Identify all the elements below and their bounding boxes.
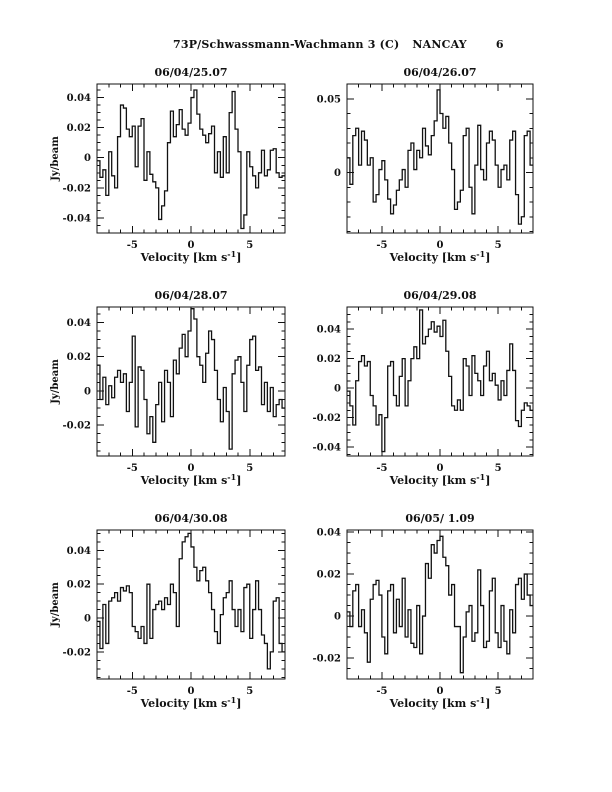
x-tick-label: -5	[127, 686, 138, 697]
x-tick-label: 0	[437, 686, 444, 697]
plot-frame	[96, 529, 286, 680]
plot-frame	[346, 529, 534, 680]
y-tick-label: 0.02	[67, 580, 91, 591]
spectrum-panel-3: -5 0 5 0.04 0.02 0 -0.02 06/04/28.07 Velocity [k…	[50, 289, 286, 487]
figure-header: 73P/Schwassmann-Wachmann 3 (C) NANCAY 6	[173, 38, 504, 51]
y-tick-label: 0	[84, 386, 91, 397]
y-tick-label: 0	[84, 614, 91, 625]
spectrum-panel-6: -5 0 5 0.04 0.02 0 -0.02 06/05/ 1.09 Velocity [k…	[312, 512, 534, 710]
spectrum-panel-1: -5 0 5 0.04 0.02 0 -0.02 -0.04 06/04/25.07 Veloci…	[50, 66, 286, 264]
page-number: 6	[495, 38, 504, 51]
panel-title: 06/04/25.07	[154, 66, 227, 79]
spectrum-trace	[347, 535, 533, 674]
spectrum-trace	[97, 89, 285, 230]
y-tick-label: 0.04	[67, 318, 91, 329]
y-tick-label: 0.02	[317, 354, 341, 365]
x-tick-label: 5	[495, 463, 502, 474]
spectrum-panel-5: -5 0 5 0.04 0.02 0 -0.02 06/04/30.08 Velocity [k…	[50, 512, 286, 710]
spectrum-trace	[97, 308, 285, 450]
x-tick-label: -5	[127, 463, 138, 474]
y-axis-label: Jy/beam	[50, 359, 61, 405]
x-tick-label: 0	[437, 240, 444, 251]
x-tick-label: 5	[495, 686, 502, 697]
y-axis-label: Jy/beam	[50, 582, 61, 628]
y-tick-label: 0	[84, 153, 91, 164]
y-tick-label: 0	[334, 384, 341, 395]
x-tick-label: 5	[246, 240, 253, 251]
x-tick-label: 0	[437, 463, 444, 474]
panel-title: 06/04/28.07	[154, 289, 227, 302]
y-tick-label: -0.04	[312, 443, 341, 454]
spectrum-panel-2: -5 0 5 0.05 0 06/04/26.07 Velocity [km s-1]	[317, 66, 534, 264]
y-tick-label: 0.05	[317, 94, 341, 105]
y-tick-label: 0.04	[67, 93, 91, 104]
x-tick-label: 0	[188, 686, 195, 697]
y-tick-label: -0.02	[62, 647, 91, 658]
object-name: 73P/Schwassmann-Wachmann 3 (C)	[173, 38, 400, 51]
panel-title: 06/04/30.08	[154, 512, 227, 525]
spectrum-trace	[347, 309, 533, 453]
x-axis-label: Velocity [km s-1]	[389, 695, 491, 710]
x-axis-label: Velocity [km s-1]	[140, 472, 242, 487]
spectrum-trace	[97, 532, 285, 670]
panel-title: 06/04/29.08	[403, 289, 476, 302]
x-tick-label: 5	[495, 240, 502, 251]
x-tick-label: -5	[376, 240, 387, 251]
y-tick-label: -0.04	[62, 213, 91, 224]
x-tick-label: 0	[188, 240, 195, 251]
x-tick-label: -5	[376, 686, 387, 697]
x-axis-label: Velocity [km s-1]	[140, 695, 242, 710]
x-axis-label: Velocity [km s-1]	[389, 472, 491, 487]
y-tick-label: -0.02	[312, 413, 341, 424]
y-tick-label: 0.04	[317, 528, 341, 539]
x-tick-label: -5	[376, 463, 387, 474]
x-tick-label: 5	[246, 686, 253, 697]
y-tick-label: 0	[334, 168, 341, 179]
telescope-name: NANCAY	[412, 38, 467, 51]
y-tick-label: 0.02	[67, 123, 91, 134]
spectrum-panel-4: -5 0 5 0.04 0.02 0 -0.02 -0.04 06/04/29.08 Veloci…	[312, 289, 534, 487]
y-tick-label: -0.02	[62, 421, 91, 432]
x-tick-label: 0	[188, 463, 195, 474]
y-tick-label: 0.04	[67, 546, 91, 557]
y-axis-label: Jy/beam	[50, 136, 61, 182]
x-axis-label: Velocity [km s-1]	[389, 249, 491, 264]
panel-title: 06/05/ 1.09	[405, 512, 474, 525]
x-axis-label: Velocity [km s-1]	[140, 249, 242, 264]
y-tick-label: 0.04	[317, 325, 341, 336]
x-tick-label: -5	[127, 240, 138, 251]
x-tick-label: 5	[246, 463, 253, 474]
y-tick-label: -0.02	[312, 654, 341, 665]
y-tick-label: 0.02	[67, 352, 91, 363]
panel-title: 06/04/26.07	[403, 66, 476, 79]
y-tick-label: 0.02	[317, 570, 341, 581]
y-tick-label: -0.02	[62, 183, 91, 194]
y-tick-label: 0	[334, 612, 341, 623]
spectrum-trace	[347, 89, 533, 225]
